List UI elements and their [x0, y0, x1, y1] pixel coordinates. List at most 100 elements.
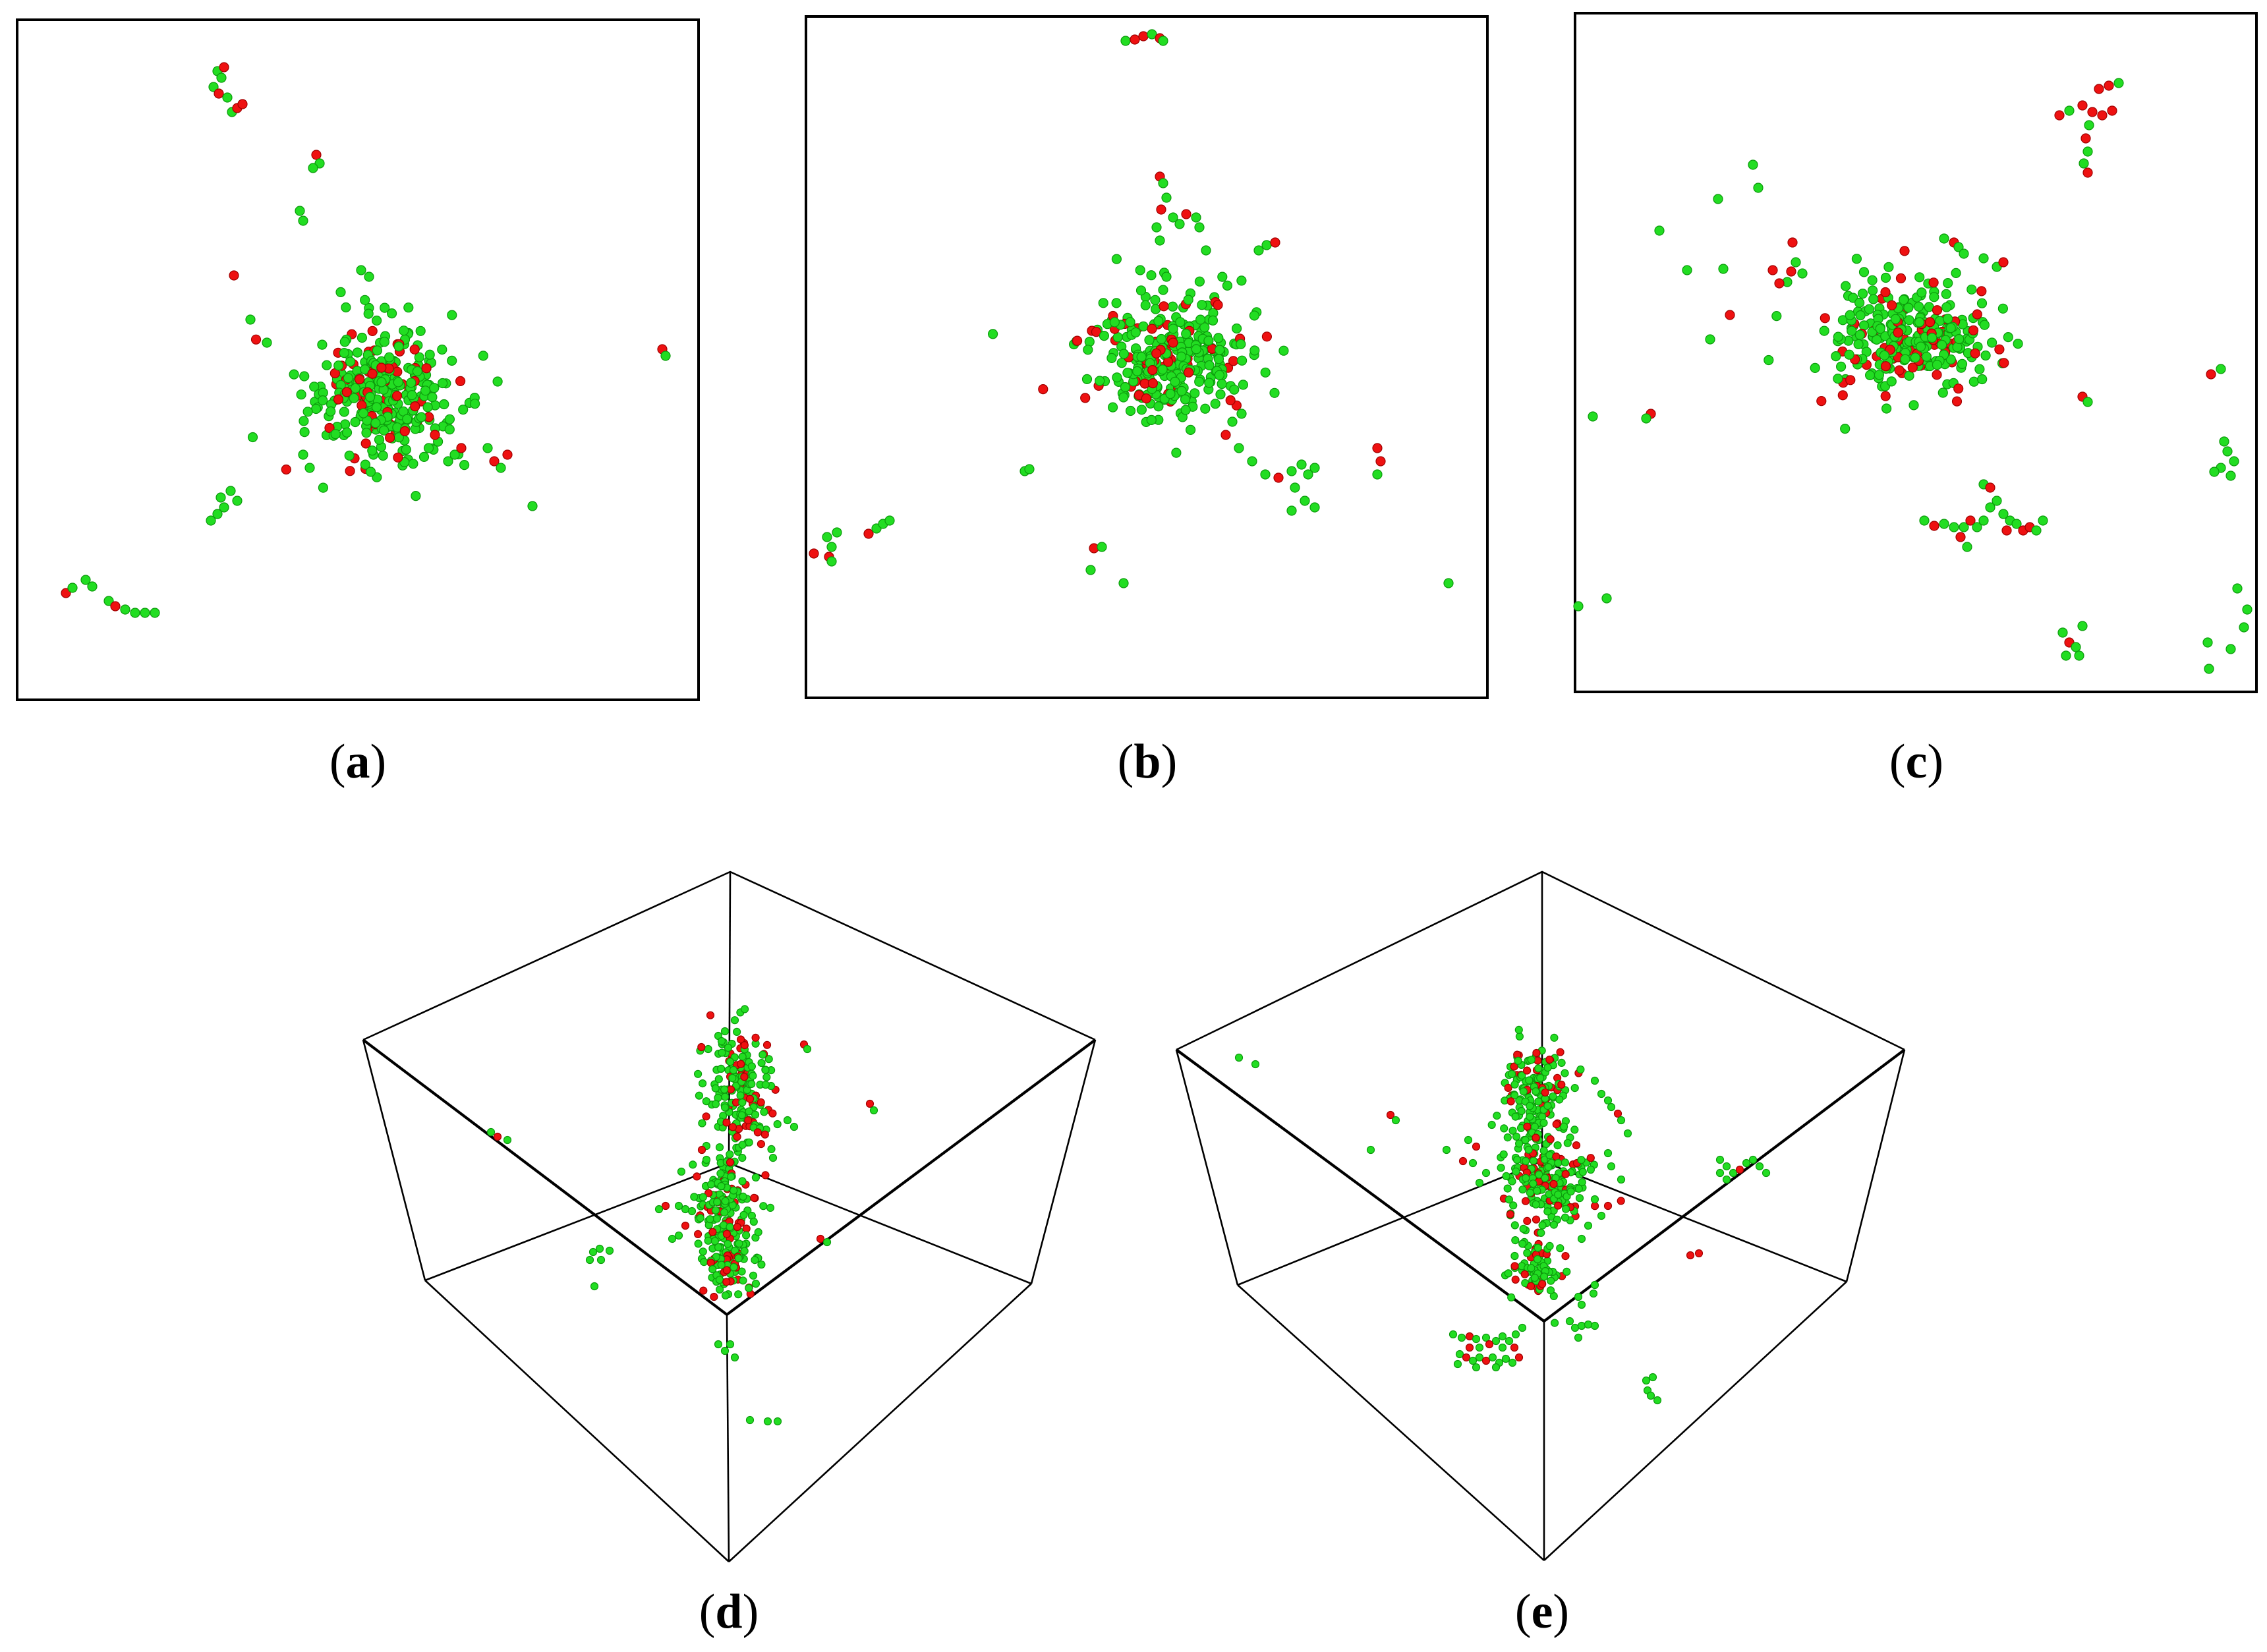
interstitial-atom	[1132, 366, 1143, 377]
interstitial-atom	[1510, 1080, 1519, 1089]
interstitial-atom	[1107, 402, 1118, 413]
interstitial-atom	[341, 427, 353, 438]
interstitial-atom	[1945, 354, 1956, 365]
vacancy-atom	[1507, 1097, 1515, 1106]
interstitial-atom	[1577, 1234, 1586, 1243]
interstitial-atom	[1210, 399, 1220, 409]
interstitial-atom	[120, 604, 130, 615]
interstitial-atom	[1879, 350, 1889, 360]
vacancy-atom	[1472, 1142, 1481, 1151]
interstitial-atom	[1577, 1156, 1586, 1164]
interstitial-atom	[1570, 1323, 1580, 1332]
interstitial-atom	[350, 383, 360, 393]
interstitial-atom	[1549, 1220, 1558, 1229]
vacancy-atom	[1532, 1048, 1541, 1058]
interstitial-atom	[2225, 644, 2236, 654]
vacancy-atom	[2001, 525, 2012, 536]
interstitial-atom	[1168, 212, 1178, 223]
interstitial-atom	[1524, 1145, 1533, 1154]
interstitial-atom	[783, 1116, 792, 1125]
interstitial-atom	[1875, 324, 1885, 334]
interstitial-atom	[1191, 344, 1201, 355]
interstitial-atom	[374, 434, 385, 445]
vacancy-atom	[722, 1278, 731, 1286]
interstitial-atom	[735, 1239, 743, 1248]
vacancy-atom	[661, 1201, 670, 1211]
interstitial-atom	[1565, 1317, 1574, 1326]
interstitial-atom	[1722, 1175, 1731, 1184]
vacancy-atom	[2077, 100, 2088, 111]
interstitial-atom	[726, 1058, 735, 1066]
vacancy-atom	[681, 1221, 690, 1230]
vacancy-atom	[1929, 521, 1939, 531]
panel-b-atoms	[809, 29, 1454, 588]
interstitial-atom	[1120, 36, 1131, 46]
interstitial-atom	[370, 418, 381, 428]
interstitial-atom	[444, 424, 455, 435]
interstitial-atom	[1959, 522, 1969, 532]
interstitial-atom	[668, 1234, 677, 1243]
interstitial-atom	[1234, 1053, 1244, 1062]
vacancy-atom	[1506, 1210, 1514, 1218]
interstitial-atom	[1170, 376, 1180, 387]
interstitial-atom	[694, 1239, 703, 1248]
interstitial-atom	[1518, 1323, 1527, 1332]
interstitial-atom	[360, 364, 370, 375]
interstitial-atom	[447, 310, 457, 320]
interstitial-atom	[1910, 353, 1920, 363]
vacancy-atom	[809, 548, 819, 559]
interstitial-atom	[403, 302, 414, 313]
interstitial-atom	[1562, 1205, 1570, 1213]
interstitial-atom	[1590, 1195, 1599, 1204]
interstitial-atom	[2242, 604, 2253, 615]
vacancy-atom	[1591, 1202, 1599, 1211]
interstitial-atom	[1286, 466, 1297, 476]
interstitial-atom	[734, 1290, 743, 1299]
vacancy-atom	[1951, 396, 1963, 407]
interstitial-atom	[1532, 1200, 1540, 1209]
vacancy-atom	[456, 443, 467, 453]
interstitial-atom	[1797, 268, 1808, 279]
interstitial-atom	[711, 1100, 720, 1108]
interstitial-atom	[1538, 1221, 1547, 1230]
interstitial-atom	[1513, 1156, 1522, 1164]
interstitial-atom	[1601, 593, 1612, 604]
interstitial-atom	[1939, 233, 1949, 244]
interstitial-atom	[2216, 364, 2226, 374]
interstitial-atom	[2064, 105, 2075, 116]
vacancy-atom	[1527, 1282, 1535, 1290]
interstitial-atom	[1146, 270, 1157, 281]
interstitial-atom	[1175, 317, 1186, 328]
vacancy-atom	[1151, 348, 1162, 359]
interstitial-atom	[1111, 254, 1122, 264]
interstitial-atom	[1641, 413, 1651, 424]
interstitial-atom	[2077, 621, 2088, 631]
interstitial-atom	[330, 429, 341, 440]
interstitial-atom	[367, 445, 378, 456]
interstitial-atom	[1503, 1133, 1512, 1142]
interstitial-atom	[726, 1150, 734, 1158]
interstitial-atom	[1914, 272, 1925, 283]
vacancy-atom	[736, 1060, 745, 1068]
vacancy-atom	[360, 438, 371, 449]
vacancy-atom	[751, 1033, 760, 1042]
interstitial-atom	[1857, 289, 1868, 299]
interstitial-atom	[364, 271, 374, 282]
interstitial-atom	[696, 1214, 704, 1222]
interstitial-atom	[1941, 302, 1952, 312]
interstitial-atom	[427, 391, 438, 403]
interstitial-atom	[225, 486, 236, 496]
interstitial-atom	[1966, 284, 1977, 295]
interstitial-atom	[1130, 327, 1141, 338]
interstitial-atom	[1468, 1158, 1478, 1168]
interstitial-atom	[1867, 275, 1878, 285]
interstitial-atom	[832, 527, 842, 538]
interstitial-atom	[1563, 1139, 1572, 1147]
interstitial-atom	[718, 1048, 726, 1057]
vacancy-atom	[1894, 365, 1905, 376]
interstitial-atom	[1499, 1150, 1508, 1158]
interstitial-atom	[1529, 1156, 1538, 1165]
interstitial-atom	[654, 1205, 664, 1214]
interstitial-atom	[1158, 178, 1168, 188]
interstitial-atom	[1153, 316, 1164, 326]
